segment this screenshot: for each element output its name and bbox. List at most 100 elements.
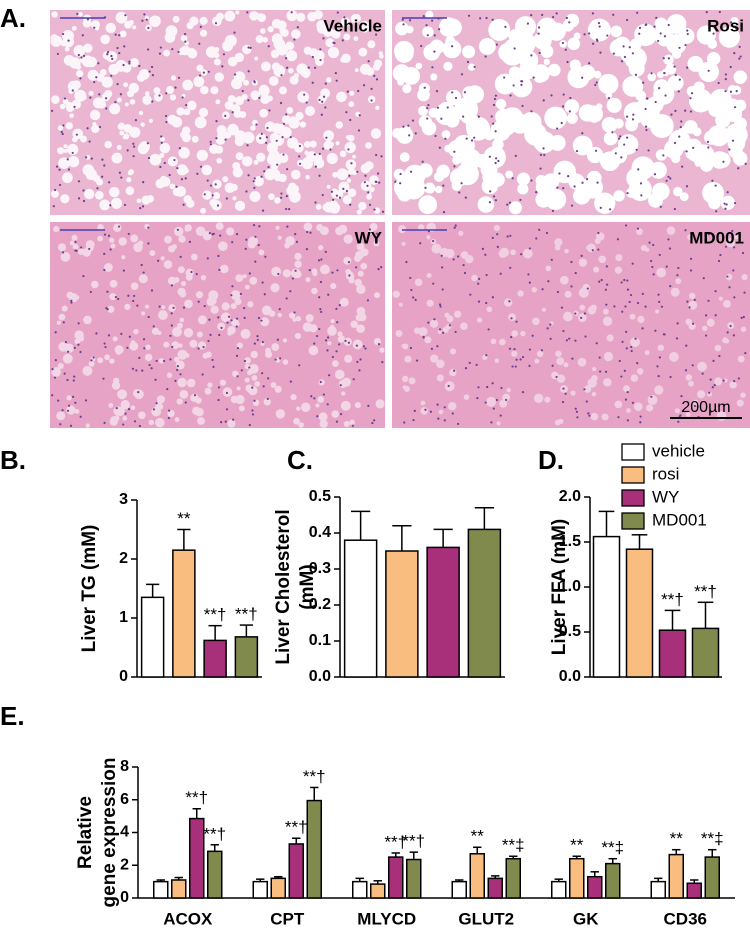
vacuole	[57, 362, 64, 370]
nucleus	[737, 167, 740, 170]
vacuole	[160, 176, 171, 187]
nucleus	[148, 70, 151, 73]
nucleus	[331, 271, 334, 274]
nucleus	[645, 128, 648, 132]
nucleus	[165, 120, 168, 124]
nucleus	[119, 93, 122, 96]
vacuole	[354, 401, 361, 409]
nucleus	[588, 62, 591, 65]
vacuole	[534, 358, 540, 364]
vacuole	[510, 249, 516, 256]
nucleus	[103, 421, 106, 424]
nucleus	[723, 202, 726, 205]
vacuole	[213, 52, 220, 59]
nucleus	[558, 172, 561, 175]
nucleus	[150, 289, 154, 292]
nucleus	[588, 414, 591, 417]
vacuole	[495, 98, 507, 110]
vacuole	[271, 18, 282, 29]
image-label: MD001	[689, 228, 744, 247]
y-tick-label: 0.0	[309, 668, 331, 685]
vacuole	[83, 188, 95, 200]
nucleus	[491, 382, 494, 385]
vacuole	[263, 398, 271, 406]
vacuole	[171, 244, 177, 250]
nucleus	[595, 342, 598, 345]
nucleus	[738, 57, 741, 60]
vacuole	[714, 152, 731, 168]
nucleus	[274, 358, 277, 361]
nucleus	[209, 333, 212, 336]
nucleus	[241, 89, 244, 93]
nucleus	[261, 340, 264, 344]
nucleus	[611, 131, 614, 134]
panel-label: B.	[0, 445, 26, 475]
nucleus	[339, 384, 342, 387]
vacuole	[322, 203, 331, 212]
nucleus	[586, 287, 589, 290]
nucleus	[509, 94, 512, 97]
nucleus	[247, 99, 250, 102]
vacuole	[241, 156, 253, 167]
vacuole	[238, 405, 245, 412]
nucleus	[214, 22, 218, 25]
nucleus	[739, 55, 742, 58]
nucleus	[433, 50, 436, 53]
nucleus	[451, 45, 454, 48]
nucleus	[623, 369, 626, 372]
nucleus	[592, 42, 595, 45]
nucleus	[520, 80, 523, 83]
nucleus	[435, 89, 439, 93]
nucleus	[658, 87, 661, 90]
significance-label: **†	[185, 788, 208, 807]
nucleus	[460, 73, 464, 76]
nucleus	[61, 409, 64, 412]
nucleus	[738, 45, 741, 48]
vacuole	[269, 133, 280, 144]
vacuole	[108, 402, 114, 408]
vacuole	[323, 140, 334, 151]
nucleus	[595, 81, 598, 84]
nucleus	[625, 347, 628, 350]
vacuole	[356, 284, 366, 294]
nucleus	[494, 130, 497, 133]
nucleus	[370, 87, 373, 90]
vacuole	[291, 29, 301, 39]
nucleus	[530, 54, 533, 57]
nucleus	[463, 271, 467, 275]
vacuole	[636, 228, 643, 236]
vacuole	[437, 329, 442, 334]
nucleus	[686, 32, 689, 36]
nucleus	[258, 96, 261, 100]
vacuole	[120, 399, 130, 410]
nucleus	[421, 160, 424, 163]
nucleus	[116, 83, 119, 86]
nucleus	[77, 322, 80, 325]
nucleus	[640, 194, 643, 197]
nucleus	[636, 227, 640, 230]
nucleus	[626, 288, 630, 291]
nucleus	[245, 190, 248, 193]
nucleus	[712, 359, 715, 362]
vacuole	[429, 319, 439, 328]
nucleus	[50, 109, 54, 112]
nucleus	[152, 325, 155, 328]
nucleus	[580, 254, 583, 257]
nucleus	[364, 347, 367, 350]
vacuole	[327, 341, 332, 346]
vacuole	[144, 15, 150, 21]
nucleus	[719, 253, 722, 257]
nucleus	[433, 318, 436, 321]
vacuole	[205, 351, 212, 358]
nucleus	[629, 293, 633, 297]
nucleus	[345, 189, 348, 193]
nucleus	[625, 330, 628, 333]
nucleus	[684, 369, 688, 372]
vacuole	[101, 92, 111, 102]
vacuole	[295, 111, 304, 121]
nucleus	[568, 337, 571, 340]
nucleus	[155, 402, 158, 405]
nucleus	[140, 263, 143, 267]
nucleus	[562, 387, 565, 390]
nucleus	[260, 132, 263, 135]
